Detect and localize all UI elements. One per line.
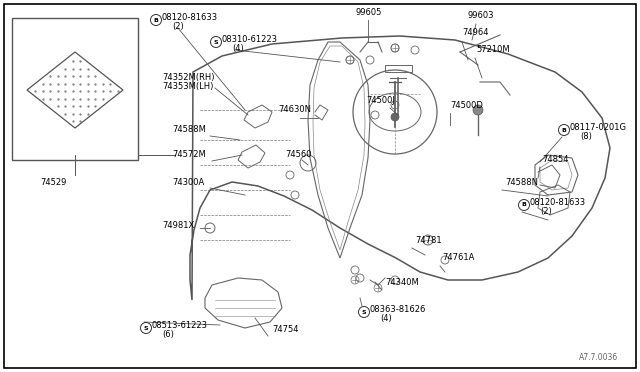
- Text: B: B: [522, 202, 527, 208]
- Text: 74572M: 74572M: [172, 150, 205, 159]
- Text: S: S: [214, 39, 218, 45]
- Text: 57210M: 57210M: [476, 45, 509, 54]
- Circle shape: [391, 113, 399, 121]
- Text: 08117-0201G: 08117-0201G: [570, 123, 627, 132]
- Text: 74630N: 74630N: [278, 105, 311, 114]
- Text: (8): (8): [580, 132, 592, 141]
- Text: 74761A: 74761A: [442, 253, 474, 262]
- Circle shape: [473, 105, 483, 115]
- Text: 74781: 74781: [415, 236, 442, 245]
- Text: 74340M: 74340M: [385, 278, 419, 287]
- Text: S: S: [362, 310, 366, 314]
- Text: 74754: 74754: [272, 325, 298, 334]
- Text: S: S: [144, 326, 148, 330]
- Text: A7.7.0036: A7.7.0036: [579, 353, 618, 362]
- Text: 74300A: 74300A: [172, 178, 204, 187]
- Text: 74854: 74854: [542, 155, 568, 164]
- Text: 08513-61223: 08513-61223: [152, 321, 208, 330]
- Text: 08363-81626: 08363-81626: [370, 305, 426, 314]
- Text: 74500J: 74500J: [366, 96, 395, 105]
- Text: 74964: 74964: [462, 28, 488, 37]
- Text: B: B: [561, 128, 566, 132]
- Text: (2): (2): [540, 207, 552, 216]
- Text: 08120-81633: 08120-81633: [530, 198, 586, 207]
- Text: 74560: 74560: [285, 150, 312, 159]
- Text: 74529: 74529: [40, 178, 67, 187]
- Text: (6): (6): [162, 330, 174, 339]
- Text: 74981X: 74981X: [162, 221, 195, 230]
- Text: 74588N: 74588N: [505, 178, 538, 187]
- Text: 99603: 99603: [468, 11, 495, 20]
- Text: 74588M: 74588M: [172, 125, 206, 134]
- Text: (4): (4): [380, 314, 392, 323]
- Bar: [12, 18, 138, 160]
- Text: 08120-81633: 08120-81633: [162, 13, 218, 22]
- Text: 74352M(RH): 74352M(RH): [162, 73, 214, 82]
- Text: 08310-61223: 08310-61223: [222, 35, 278, 44]
- Text: (4): (4): [232, 44, 244, 53]
- Text: 74500D: 74500D: [450, 101, 483, 110]
- Text: (2): (2): [172, 22, 184, 31]
- Text: 74353M(LH): 74353M(LH): [162, 82, 213, 91]
- Text: 99605: 99605: [355, 8, 381, 17]
- Text: B: B: [154, 17, 159, 22]
